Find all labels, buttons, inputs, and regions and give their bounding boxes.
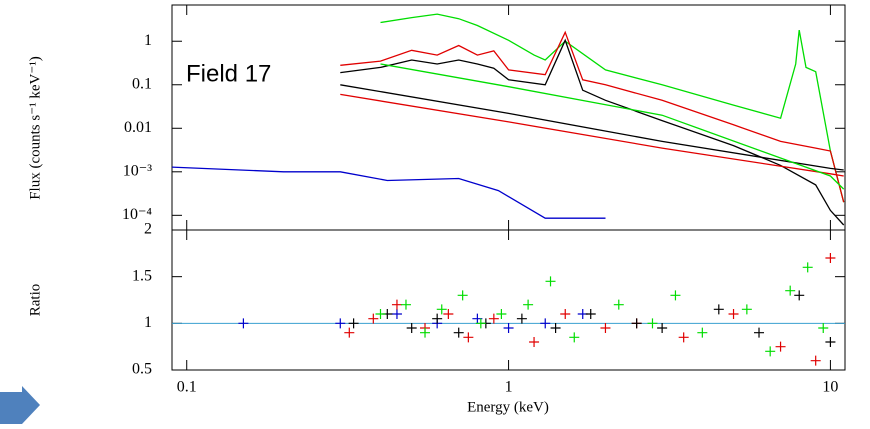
data-point — [825, 337, 836, 347]
data-point — [443, 309, 454, 319]
data-point — [463, 332, 474, 343]
data-point — [550, 323, 561, 333]
annotation: Field 17 — [186, 60, 271, 87]
data-point — [741, 304, 752, 315]
y-tick-label: 1.5 — [132, 267, 152, 284]
data-point — [785, 285, 796, 296]
x-axis-label: Energy (keV) — [467, 399, 549, 415]
data-point — [569, 332, 580, 343]
data-point — [516, 313, 527, 324]
data-point — [391, 309, 402, 319]
spectrum-line — [380, 63, 845, 190]
data-point — [457, 290, 468, 301]
data-point — [754, 327, 765, 338]
plot-frame — [171, 229, 846, 371]
data-point — [678, 332, 689, 343]
data-point — [335, 318, 346, 329]
data-point — [529, 337, 540, 347]
data-point — [728, 309, 739, 319]
y-tick-label: 0.5 — [132, 361, 152, 378]
data-point — [453, 327, 464, 338]
data-point — [436, 304, 447, 315]
data-point — [713, 304, 724, 315]
data-point — [647, 318, 658, 329]
data-point — [406, 323, 417, 333]
data-point — [496, 309, 507, 319]
data-point — [368, 313, 379, 324]
data-point — [818, 323, 829, 333]
data-point — [432, 313, 443, 324]
data-point — [545, 276, 556, 287]
data-point — [503, 323, 514, 333]
arrow-icon — [0, 386, 40, 424]
x-tick-label: 0.1 — [177, 379, 197, 396]
data-point — [585, 309, 596, 319]
data-point — [375, 309, 386, 319]
data-point — [613, 299, 624, 310]
data-point — [794, 290, 805, 301]
data-point — [348, 318, 359, 329]
y-tick-label: 1 — [144, 32, 152, 49]
data-point — [391, 299, 402, 310]
data-point — [802, 262, 813, 273]
spectrum-line — [340, 93, 844, 177]
spectrum-line — [340, 84, 844, 171]
y-axis-label: Ratio — [27, 284, 43, 317]
data-point — [697, 327, 708, 338]
data-point — [631, 318, 642, 329]
data-point — [344, 327, 355, 338]
data-point — [810, 355, 821, 366]
data-point — [560, 309, 571, 319]
data-point — [657, 323, 668, 333]
y-tick-label: 0.01 — [124, 119, 152, 136]
y-tick-label: 10⁻³ — [123, 162, 152, 179]
data-point — [540, 318, 551, 329]
data-point — [825, 253, 836, 263]
data-point — [488, 313, 499, 324]
data-point — [670, 290, 681, 301]
spectrum-line — [380, 13, 845, 203]
data-point — [765, 346, 776, 357]
data-point — [420, 327, 431, 338]
data-point — [400, 299, 411, 310]
y-tick-label: 0.1 — [132, 75, 152, 92]
x-tick-label: 1 — [505, 379, 513, 396]
spectrum-line — [340, 38, 845, 226]
data-point — [238, 318, 249, 329]
y-axis-label: Flux (counts s⁻¹ keV⁻¹) — [27, 56, 43, 200]
data-point — [600, 323, 611, 333]
data-point — [775, 341, 786, 352]
spectrum-line — [340, 30, 845, 203]
y-tick-label: 2 — [144, 221, 152, 238]
y-tick-label: 1 — [144, 314, 152, 331]
data-point — [475, 318, 486, 329]
data-point — [523, 299, 534, 310]
y-tick-label: 10⁻⁴ — [122, 206, 152, 223]
x-tick-label: 10 — [822, 379, 838, 396]
spectrum-line — [171, 166, 606, 219]
